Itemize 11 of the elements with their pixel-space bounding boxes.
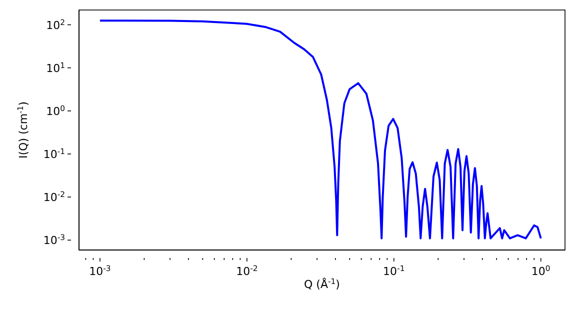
x-tick-label: 10$^{-2}$	[236, 264, 258, 278]
y-tick-label: 10$^{-1}$	[43, 146, 66, 161]
y-tick-label: 10$^{1}$	[46, 60, 66, 75]
x-axis-title: Q (Å$^{-1}$)	[304, 276, 340, 291]
y-tick-label: 10$^{0}$	[46, 103, 66, 118]
y-tick-label: 10$^{-2}$	[43, 190, 66, 204]
x-tick-label: 10$^{-1}$	[383, 264, 405, 278]
y-tick-label: 10$^{-3}$	[43, 232, 66, 248]
y-tick-label: 10$^{2}$	[46, 17, 66, 32]
x-tick-label: 10$^{-3}$	[89, 264, 111, 278]
x-tick-label: 10$^{0}$	[531, 264, 550, 278]
